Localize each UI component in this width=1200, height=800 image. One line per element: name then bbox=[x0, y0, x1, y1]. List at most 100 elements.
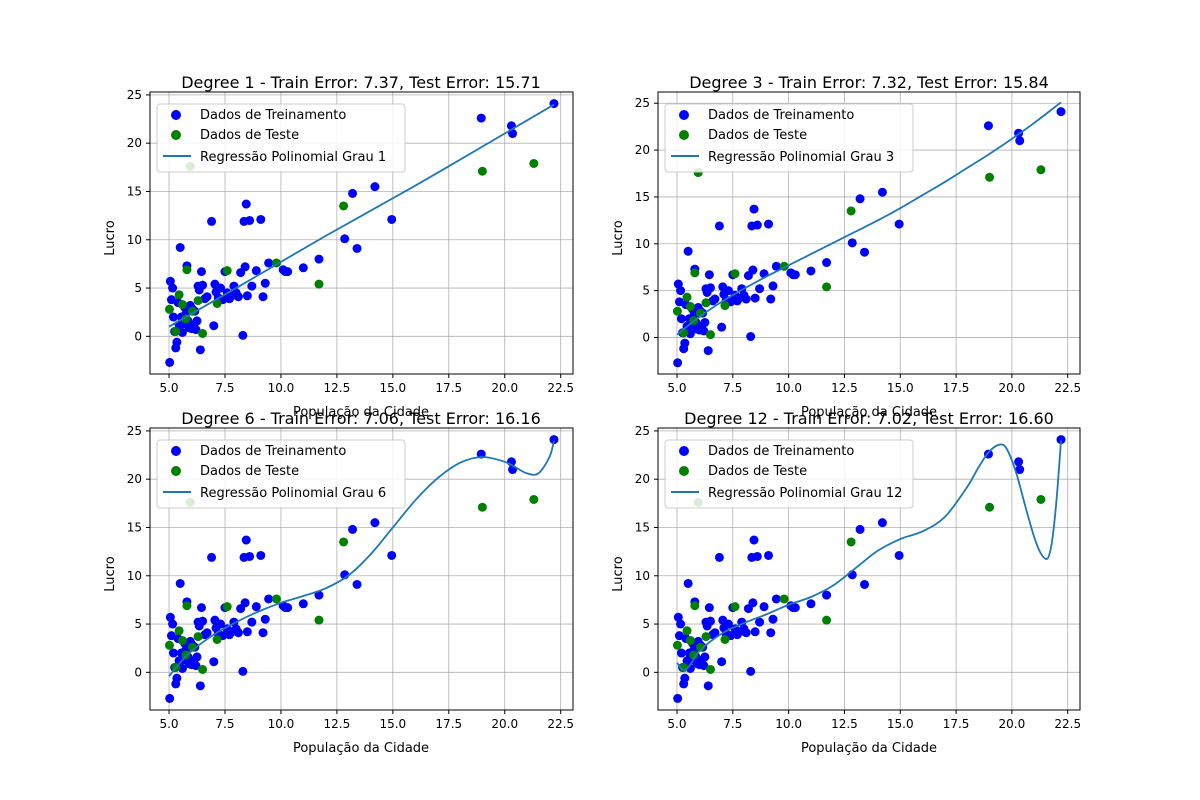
train-point bbox=[680, 673, 690, 683]
test-point bbox=[339, 537, 349, 547]
legend: Dados de Treinamento Dados de Teste Regr… bbox=[664, 439, 914, 509]
train-point bbox=[860, 579, 870, 589]
train-point bbox=[348, 524, 358, 534]
train-point bbox=[683, 578, 693, 588]
train-point bbox=[165, 612, 175, 622]
train-point bbox=[165, 693, 175, 703]
train-point bbox=[264, 594, 274, 604]
legend-train-marker bbox=[171, 446, 181, 456]
y-tick-label: 0 bbox=[134, 329, 142, 343]
train-point bbox=[340, 234, 350, 244]
train-point bbox=[283, 267, 293, 277]
train-point bbox=[258, 628, 268, 638]
legend-line-label: Regressão Polinomial Grau 1 bbox=[200, 150, 386, 165]
train-point bbox=[245, 551, 255, 561]
test-point bbox=[477, 166, 487, 176]
train-point bbox=[256, 214, 266, 224]
legend: Dados de Treinamento Dados de Teste Regr… bbox=[156, 103, 406, 173]
x-tick-label: 15.0 bbox=[887, 381, 914, 395]
legend-train-marker bbox=[679, 446, 689, 456]
y-axis-label: Lucro bbox=[103, 220, 118, 255]
legend: Dados de Treinamento Dados de Teste Regr… bbox=[156, 439, 406, 509]
train-point bbox=[764, 219, 774, 229]
x-tick-label: 7.5 bbox=[215, 381, 234, 395]
train-point bbox=[673, 358, 683, 368]
y-tick-label: 10 bbox=[127, 233, 142, 247]
train-point bbox=[370, 182, 380, 192]
train-point bbox=[673, 612, 683, 622]
train-point bbox=[759, 602, 769, 612]
test-point bbox=[529, 158, 539, 168]
y-tick-label: 5 bbox=[642, 284, 650, 298]
test-point bbox=[477, 502, 487, 512]
train-point bbox=[860, 247, 870, 257]
train-point bbox=[348, 188, 358, 198]
test-point bbox=[198, 664, 208, 674]
train-point bbox=[983, 121, 993, 131]
test-point bbox=[695, 642, 705, 652]
x-tick-label: 7.5 bbox=[215, 717, 234, 731]
train-point bbox=[165, 357, 175, 367]
y-tick-label: 25 bbox=[635, 424, 650, 438]
test-point bbox=[682, 626, 692, 636]
train-point bbox=[370, 518, 380, 528]
legend-frame bbox=[664, 439, 914, 509]
train-point bbox=[676, 286, 686, 296]
subplot-degree-12: Degree 12 - Train Error: 7.02, Test Erro… bbox=[611, 409, 1081, 756]
train-point bbox=[822, 258, 832, 268]
legend-frame bbox=[664, 103, 914, 173]
regression-line bbox=[168, 103, 555, 328]
x-tick-label: 17.5 bbox=[435, 717, 462, 731]
train-point bbox=[703, 346, 713, 356]
test-point bbox=[164, 304, 174, 314]
train-point bbox=[233, 292, 243, 302]
y-tick-label: 20 bbox=[635, 472, 650, 486]
train-point bbox=[741, 294, 751, 304]
y-tick-label: 15 bbox=[635, 520, 650, 534]
test-point bbox=[846, 537, 856, 547]
train-point bbox=[169, 312, 178, 322]
train-point bbox=[196, 267, 206, 277]
legend-train-marker bbox=[171, 110, 181, 120]
train-point bbox=[749, 535, 759, 545]
x-tick-label: 5.0 bbox=[667, 381, 686, 395]
subplot-title: Degree 1 - Train Error: 7.37, Test Error… bbox=[181, 73, 541, 92]
train-point bbox=[251, 602, 261, 612]
train-point bbox=[673, 693, 683, 703]
train-point bbox=[847, 238, 857, 248]
train-point bbox=[191, 325, 201, 335]
x-tick-label: 20.0 bbox=[491, 717, 518, 731]
test-point bbox=[705, 664, 715, 674]
regression-line bbox=[676, 101, 1062, 336]
legend-frame bbox=[156, 439, 406, 509]
legend-test-label: Dados de Teste bbox=[708, 464, 807, 479]
train-point bbox=[755, 617, 765, 627]
train-point bbox=[717, 322, 727, 332]
y-tick-label: 15 bbox=[127, 520, 142, 534]
axes-frame bbox=[657, 91, 1081, 375]
test-point bbox=[314, 615, 324, 625]
train-point bbox=[699, 326, 709, 336]
train-point bbox=[749, 204, 759, 214]
train-point bbox=[1015, 465, 1025, 475]
x-tick-label: 20.0 bbox=[999, 381, 1026, 395]
x-tick-label: 15.0 bbox=[887, 717, 914, 731]
test-point bbox=[198, 328, 208, 338]
y-tick-label: 20 bbox=[127, 136, 142, 150]
legend-line-label: Regressão Polinomial Grau 12 bbox=[708, 486, 902, 501]
train-point bbox=[175, 578, 185, 588]
test-point bbox=[182, 601, 192, 611]
test-point bbox=[690, 268, 700, 278]
legend-train-label: Dados de Treinamento bbox=[708, 444, 854, 459]
regression-line bbox=[676, 440, 1062, 672]
train-point bbox=[260, 278, 270, 288]
x-tick-label: 22.5 bbox=[547, 381, 574, 395]
x-tick-label: 10.0 bbox=[268, 381, 295, 395]
test-point bbox=[314, 279, 324, 289]
train-point bbox=[771, 261, 781, 271]
train-point bbox=[247, 617, 257, 627]
x-tick-label: 17.5 bbox=[435, 381, 462, 395]
test-point bbox=[171, 327, 181, 337]
train-point bbox=[298, 599, 308, 609]
train-point bbox=[476, 113, 486, 123]
